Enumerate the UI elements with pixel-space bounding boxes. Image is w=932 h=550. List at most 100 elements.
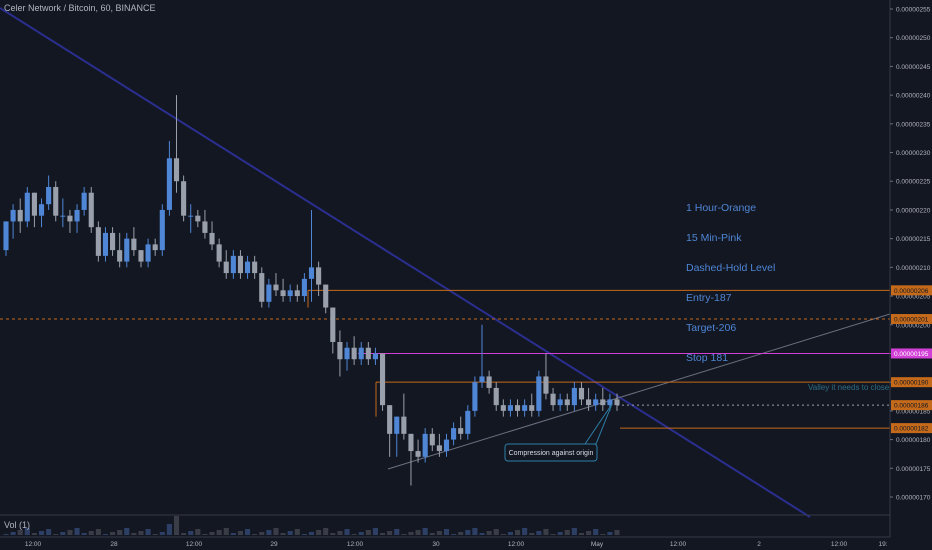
candle [308, 209, 315, 302]
volume-bar [3, 534, 9, 535]
candle [245, 255, 251, 279]
candle-body [614, 399, 620, 406]
volume-bar [614, 530, 620, 535]
volume-bar [74, 528, 80, 535]
x-tick-label: 12:00 [831, 541, 848, 548]
candle-body [31, 192, 37, 216]
candle-body [493, 387, 499, 406]
candle-body [259, 273, 265, 302]
candle-body [344, 347, 350, 360]
candle [372, 347, 378, 365]
price-tag-label: 0.00000206 [894, 288, 929, 295]
y-tick-label: 0.00000225 [896, 179, 931, 186]
volume-bar [387, 531, 393, 535]
candle [578, 382, 585, 406]
volume-bar [195, 529, 201, 535]
candle-body [173, 158, 180, 182]
volume-bar [273, 528, 279, 535]
candle [571, 382, 577, 411]
candle [465, 405, 471, 440]
candle [138, 250, 144, 268]
candle [273, 273, 279, 297]
volume-bar [529, 533, 535, 535]
candle-body [365, 347, 371, 360]
volume-bar [422, 528, 428, 535]
candle [536, 370, 542, 417]
volume-bar [252, 534, 258, 535]
x-tick-label: 29 [270, 541, 278, 548]
candle-body [301, 278, 307, 297]
annotations: Compression against origin Valley it nee… [504, 383, 890, 462]
candle-body [181, 181, 187, 216]
candle [3, 221, 9, 256]
candle-body [316, 267, 322, 285]
volume-bar [451, 534, 457, 535]
candle [358, 341, 364, 365]
candle [131, 227, 137, 256]
candle [507, 399, 513, 417]
price-tag [891, 348, 932, 359]
volume-bar [138, 531, 144, 535]
candle-body [564, 399, 570, 406]
candle [422, 428, 428, 463]
candle-body [401, 416, 407, 434]
callout-box[interactable] [504, 443, 598, 462]
candle-body [422, 433, 428, 457]
volume-bar [408, 532, 414, 535]
y-tick-label: 0.00000235 [896, 121, 931, 128]
candle-body [46, 186, 52, 205]
candle-body [38, 204, 45, 216]
volume-bar [202, 534, 208, 535]
candle-body [571, 387, 577, 406]
volume-bar [145, 529, 151, 535]
candle-body [372, 353, 378, 360]
candle [173, 95, 180, 193]
candle-body [536, 376, 542, 411]
candle-body [586, 399, 592, 406]
candle-body [95, 227, 101, 256]
price-tag-label: 0.00000186 [894, 403, 929, 410]
volume-bar [465, 530, 471, 535]
volume-bar [372, 528, 378, 535]
candle [564, 393, 570, 411]
candle-body [500, 405, 506, 411]
y-tick-label: 0.00000250 [896, 35, 931, 42]
candle [529, 393, 535, 417]
y-tick-label: 0.00000255 [896, 7, 931, 14]
candle [280, 278, 286, 302]
volume-bar [280, 533, 286, 535]
volume-bar [522, 528, 528, 535]
volume-bar [344, 529, 350, 535]
volume-bar [216, 530, 222, 535]
candle-body [17, 209, 23, 222]
candle [330, 307, 336, 354]
candle [216, 238, 222, 268]
volume-bar [415, 530, 421, 535]
y-tick-label: 0.00000240 [896, 93, 931, 100]
candle [550, 387, 556, 411]
price-tag [891, 285, 932, 296]
volume-bar [379, 533, 386, 535]
volume-bar [316, 530, 322, 535]
candle [53, 181, 59, 222]
volume-bar [500, 534, 506, 535]
volume-bar [436, 531, 442, 535]
volume-bar [81, 533, 87, 535]
volume-bar [166, 524, 172, 535]
candle [344, 341, 350, 371]
volume-bar [358, 532, 364, 535]
volume-bar [323, 528, 329, 535]
candle-body [600, 399, 606, 406]
candle-body [479, 376, 485, 383]
candle [365, 341, 371, 365]
note-line: Target-206 [686, 322, 737, 334]
volume-bar [60, 532, 66, 535]
candle [24, 186, 30, 228]
candle [259, 267, 265, 308]
candle-body [379, 353, 386, 406]
candle [593, 393, 599, 411]
volume-bar [330, 533, 336, 535]
candle-body [138, 250, 144, 262]
candle [17, 198, 23, 233]
